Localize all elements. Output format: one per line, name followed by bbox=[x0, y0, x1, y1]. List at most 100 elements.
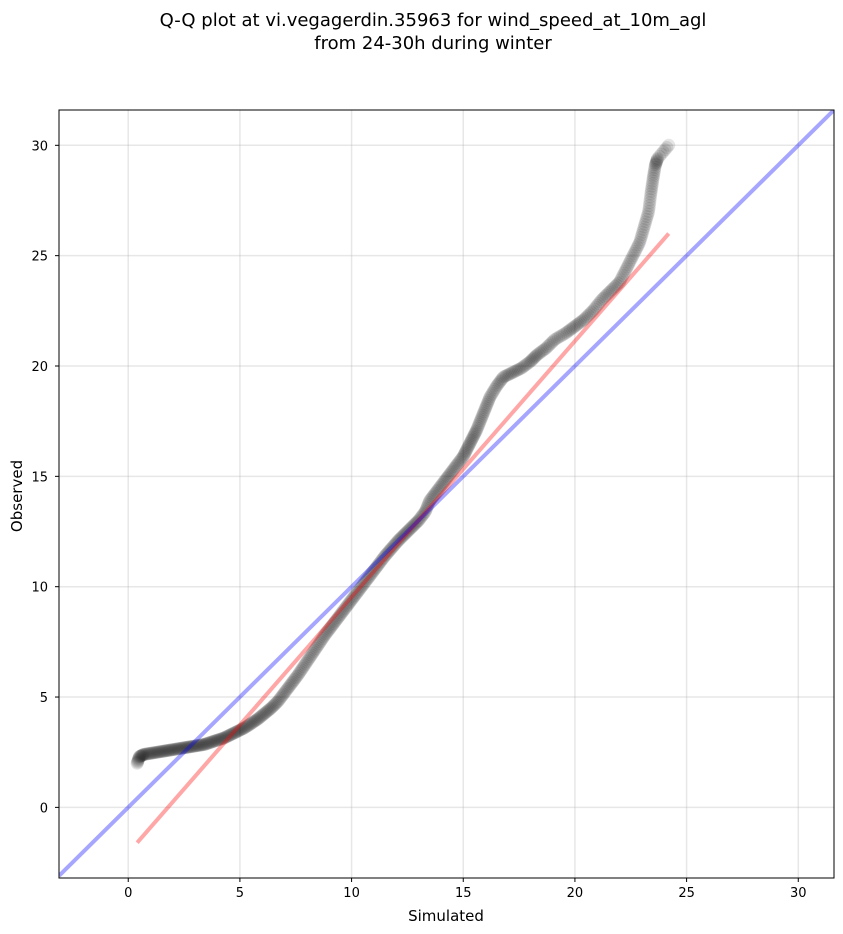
quantile-point bbox=[236, 721, 250, 735]
quantile-point bbox=[288, 672, 302, 686]
quantile-point bbox=[394, 531, 408, 545]
quantile-point bbox=[499, 369, 513, 383]
quantile-point bbox=[142, 746, 156, 760]
quantile-point bbox=[635, 228, 649, 242]
quantile-point bbox=[501, 368, 515, 382]
quantile-point bbox=[599, 288, 613, 302]
quantile-point bbox=[566, 320, 580, 334]
quantile-point bbox=[284, 677, 298, 691]
quantile-point bbox=[305, 646, 319, 660]
quantile-point bbox=[155, 744, 169, 758]
quantile-point bbox=[194, 738, 208, 752]
quantile-point bbox=[385, 541, 399, 555]
quantile-point bbox=[374, 555, 388, 569]
quantile-point bbox=[465, 432, 479, 446]
quantile-point bbox=[648, 163, 662, 177]
quantile-point bbox=[347, 590, 361, 604]
quantile-point bbox=[412, 513, 426, 527]
quantile-point bbox=[405, 520, 419, 534]
quantile-point bbox=[458, 447, 472, 461]
quantile-point bbox=[403, 522, 417, 536]
quantile-point bbox=[354, 581, 368, 595]
y-axis-label: Observed bbox=[8, 460, 26, 532]
quantile-point bbox=[212, 733, 226, 747]
quantile-point bbox=[164, 743, 178, 757]
quantile-point bbox=[553, 329, 567, 343]
quantile-point bbox=[274, 690, 288, 704]
quantile-point bbox=[243, 717, 257, 731]
quantile-point bbox=[581, 308, 595, 322]
quantile-point bbox=[193, 738, 207, 752]
quantile-point bbox=[426, 489, 440, 503]
quantile-point bbox=[476, 408, 490, 422]
quantile-point bbox=[516, 360, 530, 374]
quantile-point bbox=[542, 338, 556, 352]
quantile-point bbox=[596, 291, 610, 305]
quantile-point bbox=[467, 427, 481, 441]
quantile-point bbox=[352, 583, 366, 597]
quantile-point bbox=[131, 754, 145, 768]
quantile-point bbox=[362, 569, 376, 583]
quantile-point bbox=[300, 655, 314, 669]
quantile-point bbox=[646, 171, 660, 185]
x-tick-label: 0 bbox=[124, 886, 132, 901]
quantile-point bbox=[257, 707, 271, 721]
quantile-point bbox=[619, 262, 633, 276]
quantile-point bbox=[302, 651, 316, 665]
quantile-point bbox=[615, 271, 629, 285]
quantile-point bbox=[425, 491, 439, 505]
quantile-point bbox=[166, 743, 180, 757]
quantile-point bbox=[462, 438, 476, 452]
quantile-point bbox=[232, 724, 246, 738]
quantile-point bbox=[418, 505, 432, 519]
quantile-point bbox=[276, 687, 290, 701]
quantile-point bbox=[409, 516, 423, 530]
quantile-point bbox=[397, 528, 411, 542]
quantile-point bbox=[456, 449, 470, 463]
quantile-point bbox=[156, 744, 170, 758]
plot-frame bbox=[58, 109, 835, 879]
quantile-point bbox=[649, 156, 663, 170]
quantile-point bbox=[314, 633, 328, 647]
quantile-point bbox=[233, 723, 247, 737]
quantile-point bbox=[447, 461, 461, 475]
identity-line bbox=[59, 110, 834, 878]
quantile-point bbox=[146, 746, 160, 760]
quantile-point bbox=[240, 719, 254, 733]
quantile-point bbox=[550, 331, 564, 345]
quantile-point bbox=[457, 448, 471, 462]
quantile-point bbox=[473, 414, 487, 428]
quantile-point bbox=[563, 323, 577, 337]
quantile-point bbox=[485, 386, 499, 400]
quantile-point bbox=[231, 724, 245, 738]
quantile-point bbox=[444, 466, 458, 480]
quantile-point bbox=[565, 321, 579, 335]
quantile-point bbox=[432, 482, 446, 496]
quantile-point bbox=[130, 756, 144, 770]
quantile-point bbox=[323, 621, 337, 635]
quantile-point bbox=[491, 377, 505, 391]
x-axis-ticks: 0 5 10 15 20 25 30 bbox=[124, 878, 807, 901]
quantile-point bbox=[340, 599, 354, 613]
quantile-point bbox=[131, 753, 145, 767]
quantile-point bbox=[646, 174, 660, 188]
quantile-point bbox=[249, 714, 263, 728]
quantile-point bbox=[410, 515, 424, 529]
quantile-point bbox=[580, 310, 594, 324]
quantile-point bbox=[624, 253, 638, 267]
quantile-point bbox=[524, 353, 538, 367]
quantile-point bbox=[557, 327, 571, 341]
quantile-point bbox=[254, 709, 268, 723]
y-tick-label: 30 bbox=[31, 139, 48, 154]
quantile-point bbox=[187, 739, 201, 753]
quantile-point bbox=[208, 734, 222, 748]
quantile-point bbox=[132, 751, 146, 765]
quantile-point bbox=[453, 454, 467, 468]
quantile-point bbox=[647, 165, 661, 179]
quantile-point bbox=[342, 596, 356, 610]
quantile-point bbox=[494, 373, 508, 387]
quantile-point bbox=[135, 749, 149, 763]
quantile-point bbox=[244, 717, 258, 731]
quantile-point bbox=[611, 277, 625, 291]
y-axis-ticks: 0 5 10 15 20 25 30 bbox=[31, 139, 59, 816]
